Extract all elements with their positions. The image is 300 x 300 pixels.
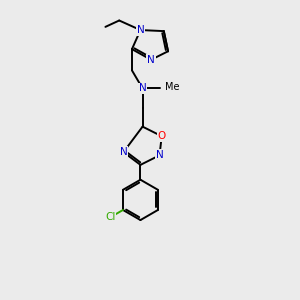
Text: N: N [147,55,155,65]
Text: N: N [139,83,146,93]
Text: Me: Me [165,82,179,92]
Text: N: N [120,147,127,157]
Text: Cl: Cl [105,212,115,222]
Text: N: N [136,25,144,35]
Text: N: N [156,150,164,160]
Text: O: O [158,131,166,141]
